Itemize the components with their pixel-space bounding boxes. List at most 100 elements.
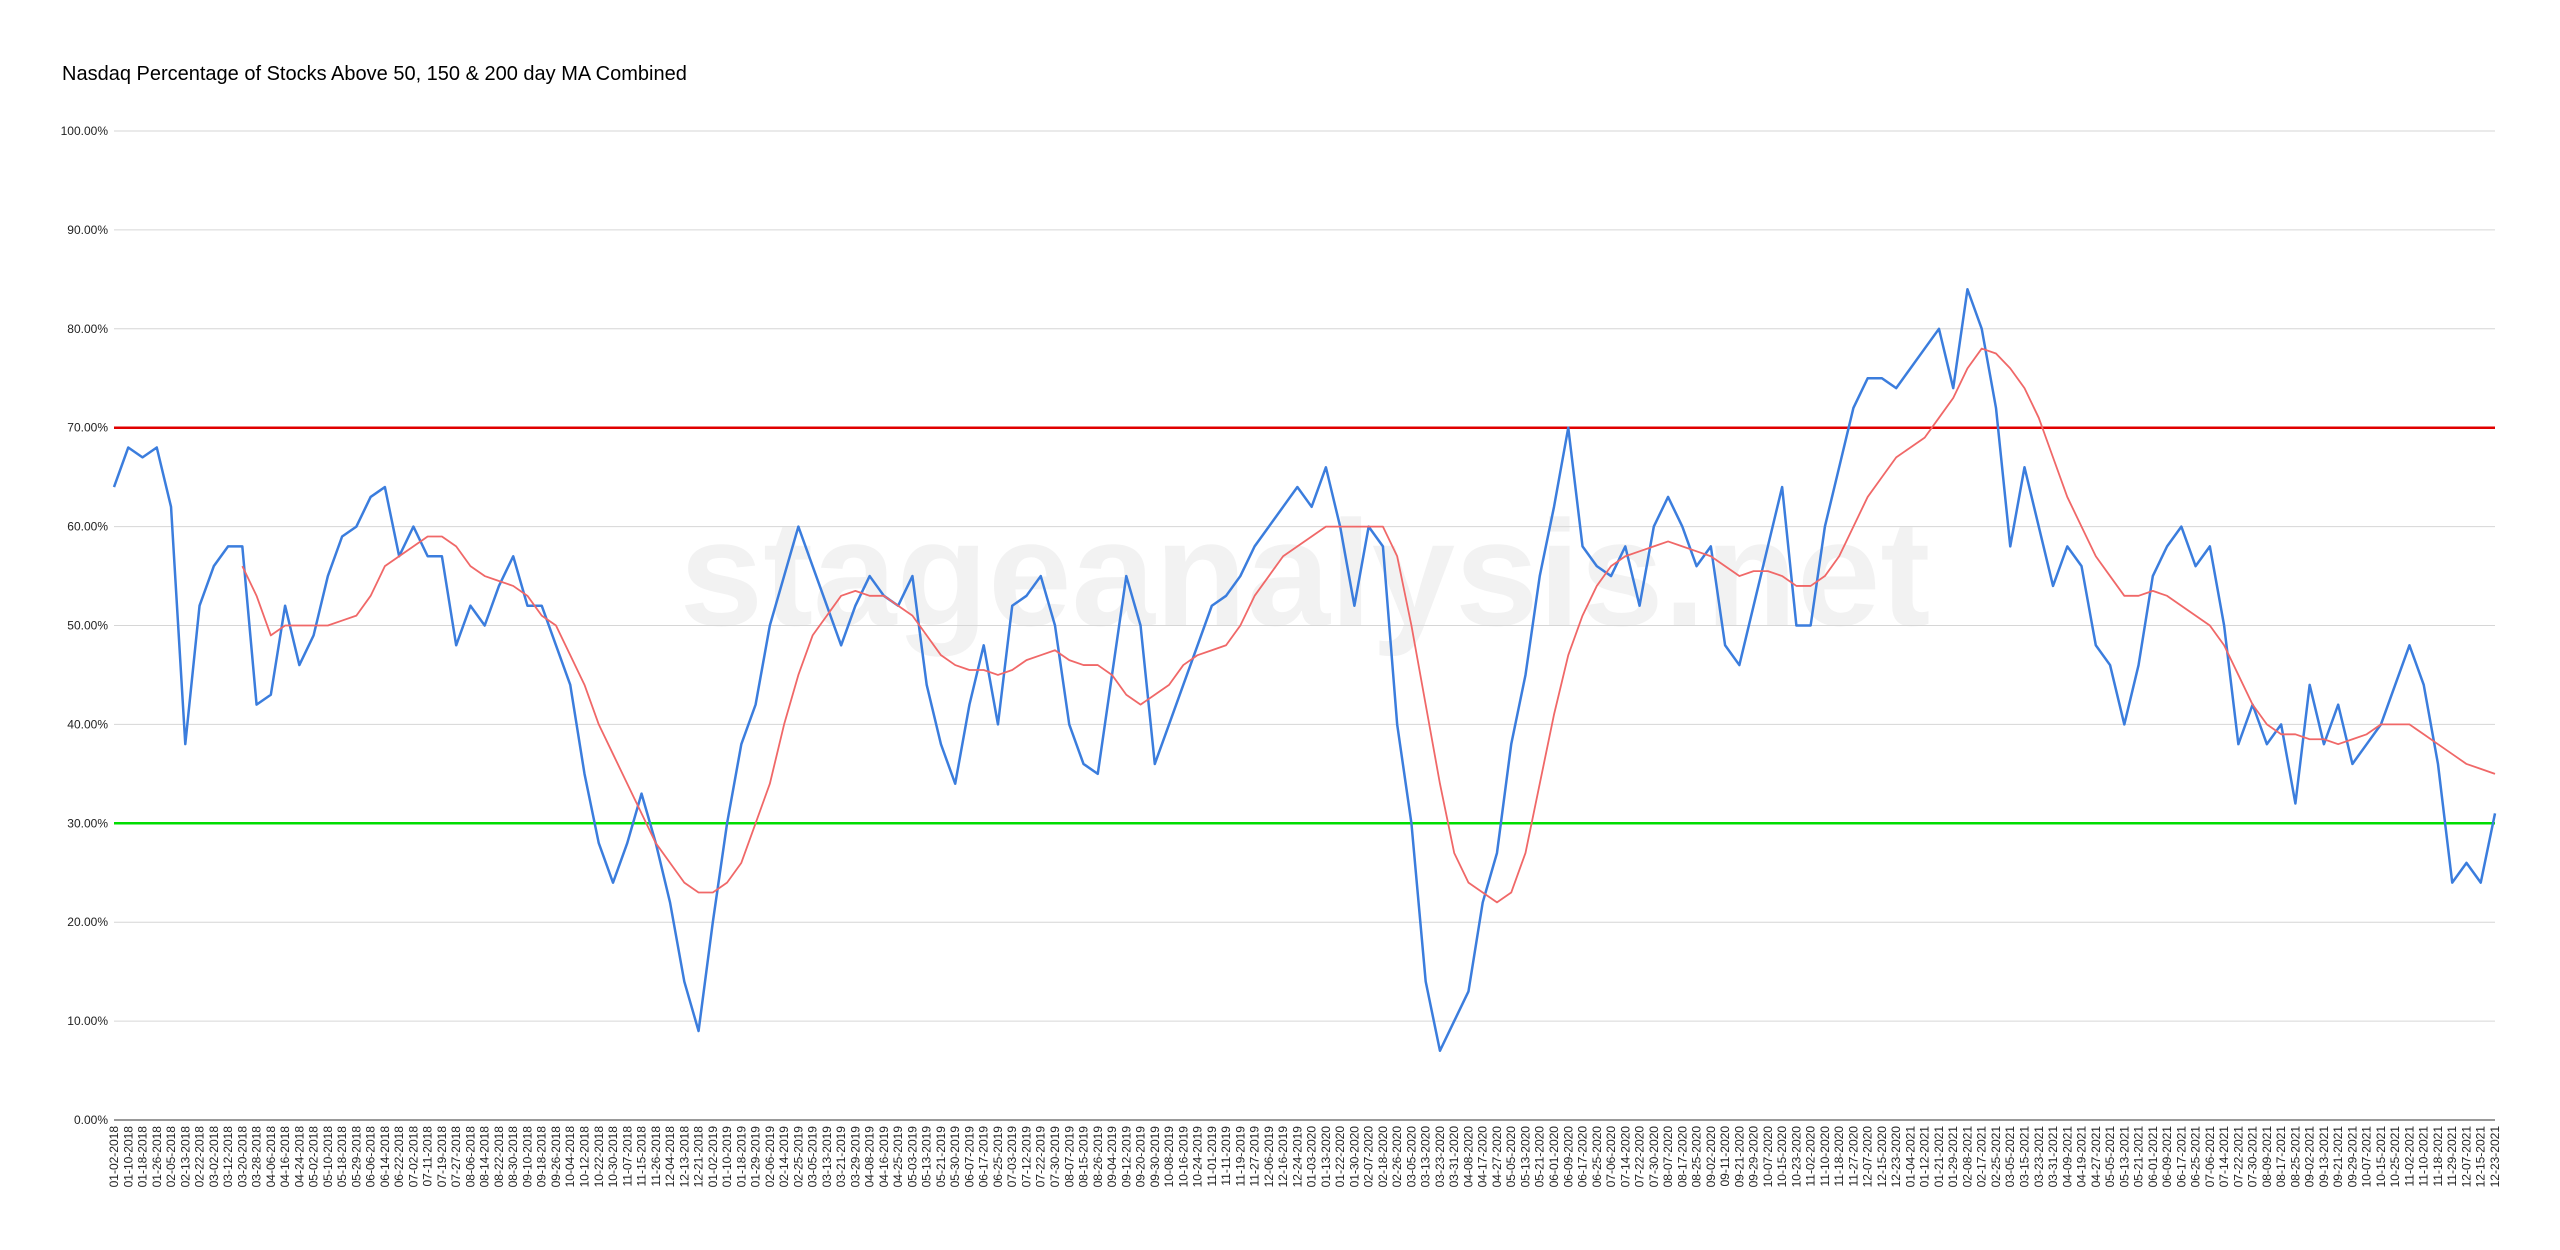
x-tick-label: 11-10-2021 (2417, 1126, 2431, 1187)
x-tick-label: 12-06-2019 (1262, 1126, 1276, 1188)
x-tick-label: 06-17-2019 (977, 1126, 991, 1188)
y-tick-label: 0.00% (74, 1113, 108, 1127)
x-tick-label: 12-24-2019 (1290, 1126, 1304, 1188)
x-tick-label: 01-04-2021 (1903, 1126, 1917, 1188)
x-tick-label: 09-18-2018 (535, 1126, 549, 1188)
x-tick-label: 01-03-2020 (1305, 1126, 1319, 1188)
x-tick-label: 10-04-2018 (563, 1126, 577, 1188)
series-line (241, 347, 2496, 904)
x-tick-label: 07-02-2018 (406, 1126, 420, 1188)
x-tick-label: 01-22-2020 (1333, 1126, 1347, 1188)
x-tick-label: 05-10-2018 (321, 1126, 335, 1188)
x-tick-label: 02-25-2019 (791, 1126, 805, 1188)
x-tick-label: 05-18-2018 (335, 1126, 349, 1188)
x-tick-label: 06-25-2019 (991, 1126, 1005, 1188)
x-tick-label: 09-04-2019 (1105, 1126, 1119, 1188)
x-tick-label: 01-13-2020 (1319, 1126, 1333, 1188)
x-tick-label: 10-16-2019 (1176, 1126, 1190, 1188)
x-tick-label: 11-15-2018 (635, 1126, 649, 1187)
series-line (112, 287, 2497, 1053)
y-tick-label: 50.00% (67, 619, 108, 633)
x-tick-label: 12-07-2020 (1861, 1126, 1875, 1188)
x-tick-label: 05-03-2019 (905, 1126, 919, 1188)
x-tick-label: 02-06-2019 (763, 1126, 777, 1188)
x-tick-label: 03-23-2021 (2032, 1126, 2046, 1188)
x-tick-label: 09-29-2020 (1747, 1126, 1761, 1188)
x-tick-label: 04-19-2021 (2075, 1126, 2089, 1188)
x-tick-label: 09-26-2018 (549, 1126, 563, 1188)
x-tick-label: 06-09-2021 (2160, 1126, 2174, 1188)
x-tick-label: 09-20-2019 (1134, 1126, 1148, 1188)
x-tick-label: 03-05-2020 (1404, 1126, 1418, 1188)
x-tick-label: 08-14-2018 (478, 1126, 492, 1188)
x-tick-label: 09-21-2020 (1732, 1126, 1746, 1188)
y-tick-label: 80.00% (67, 322, 108, 336)
x-tick-label: 10-15-2021 (2374, 1126, 2388, 1188)
x-tick-label: 07-22-2020 (1633, 1126, 1647, 1188)
x-tick-label: 07-19-2018 (435, 1126, 449, 1188)
x-tick-label: 11-29-2021 (2445, 1126, 2459, 1187)
x-tick-label: 04-17-2020 (1476, 1126, 1490, 1188)
y-tick-label: 90.00% (67, 223, 108, 237)
watermark: stageanalysis.net (680, 489, 1931, 657)
x-tick-label: 08-26-2019 (1091, 1126, 1105, 1188)
x-tick-label: 07-22-2021 (2231, 1126, 2245, 1188)
x-tick-label: 03-23-2020 (1433, 1126, 1447, 1188)
x-tick-label: 06-17-2020 (1576, 1126, 1590, 1188)
x-tick-label: 03-15-2021 (2018, 1126, 2032, 1188)
y-tick-label: 100.00% (61, 124, 109, 138)
y-tick-label: 10.00% (67, 1014, 108, 1028)
x-tick-label: 11-11-2019 (1219, 1126, 1233, 1186)
x-tick-label: 07-06-2021 (2203, 1126, 2217, 1188)
x-tick-label: 01-21-2021 (1932, 1126, 1946, 1188)
x-tick-label: 11-02-2020 (1804, 1126, 1818, 1187)
x-tick-label: 10-25-2021 (2388, 1126, 2402, 1188)
x-tick-label: 06-25-2021 (2189, 1126, 2203, 1188)
x-tick-label: 05-29-2018 (349, 1126, 363, 1188)
y-tick-label: 70.00% (67, 421, 108, 435)
x-tick-label: 01-10-2019 (720, 1126, 734, 1188)
x-tick-label: 03-28-2018 (250, 1126, 264, 1188)
x-tick-label: 02-13-2018 (178, 1126, 192, 1188)
x-tick-label: 12-15-2021 (2474, 1126, 2488, 1188)
x-tick-label: 07-22-2019 (1034, 1126, 1048, 1188)
x-tick-label: 06-22-2018 (392, 1126, 406, 1188)
x-tick-label: 06-17-2021 (2174, 1126, 2188, 1188)
x-tick-label: 04-27-2021 (2089, 1126, 2103, 1188)
x-tick-label: 02-17-2021 (1975, 1126, 1989, 1188)
x-tick-label: 08-17-2021 (2274, 1126, 2288, 1188)
x-tick-label: 02-18-2020 (1376, 1126, 1390, 1188)
x-tick-label: 09-21-2021 (2331, 1126, 2345, 1188)
x-tick-label: 11-27-2020 (1846, 1126, 1860, 1187)
x-tick-label: 03-05-2019 (806, 1126, 820, 1188)
x-tick-label: 11-26-2018 (649, 1126, 663, 1187)
x-tick-label: 08-15-2019 (1077, 1126, 1091, 1188)
x-tick-label: 03-20-2018 (235, 1126, 249, 1188)
x-tick-label: 07-30-2019 (1048, 1126, 1062, 1188)
x-tick-label: 05-13-2020 (1518, 1126, 1532, 1188)
x-tick-label: 01-02-2018 (107, 1126, 121, 1188)
y-tick-label: 20.00% (67, 915, 108, 929)
x-tick-label: 01-26-2018 (150, 1126, 164, 1188)
x-tick-label: 07-30-2020 (1647, 1126, 1661, 1188)
x-tick-label: 11-18-2021 (2431, 1126, 2445, 1187)
x-tick-label: 07-11-2018 (421, 1126, 435, 1187)
x-tick-label: 01-10-2018 (121, 1126, 135, 1188)
x-tick-label: 06-01-2020 (1547, 1126, 1561, 1188)
y-tick-label: 30.00% (67, 816, 108, 830)
x-tick-label: 02-14-2019 (777, 1126, 791, 1188)
y-tick-label: 60.00% (67, 520, 108, 534)
x-tick-label: 09-11-2020 (1718, 1126, 1732, 1187)
x-tick-label: 03-31-2020 (1447, 1126, 1461, 1188)
x-tick-label: 07-30-2021 (2246, 1126, 2260, 1188)
x-tick-label: 11-18-2020 (1832, 1126, 1846, 1187)
x-tick-label: 04-08-2020 (1461, 1126, 1475, 1188)
x-tick-label: 02-08-2021 (1960, 1126, 1974, 1188)
x-tick-label: 01-29-2021 (1946, 1126, 1960, 1188)
x-tick-label: 04-24-2018 (292, 1126, 306, 1188)
x-tick-label: 08-07-2019 (1062, 1126, 1076, 1188)
x-tick-label: 05-05-2021 (2103, 1126, 2117, 1188)
x-tick-label: 04-16-2018 (278, 1126, 292, 1188)
x-tick-label: 09-13-2021 (2317, 1126, 2331, 1188)
x-tick-label: 02-22-2018 (193, 1126, 207, 1188)
